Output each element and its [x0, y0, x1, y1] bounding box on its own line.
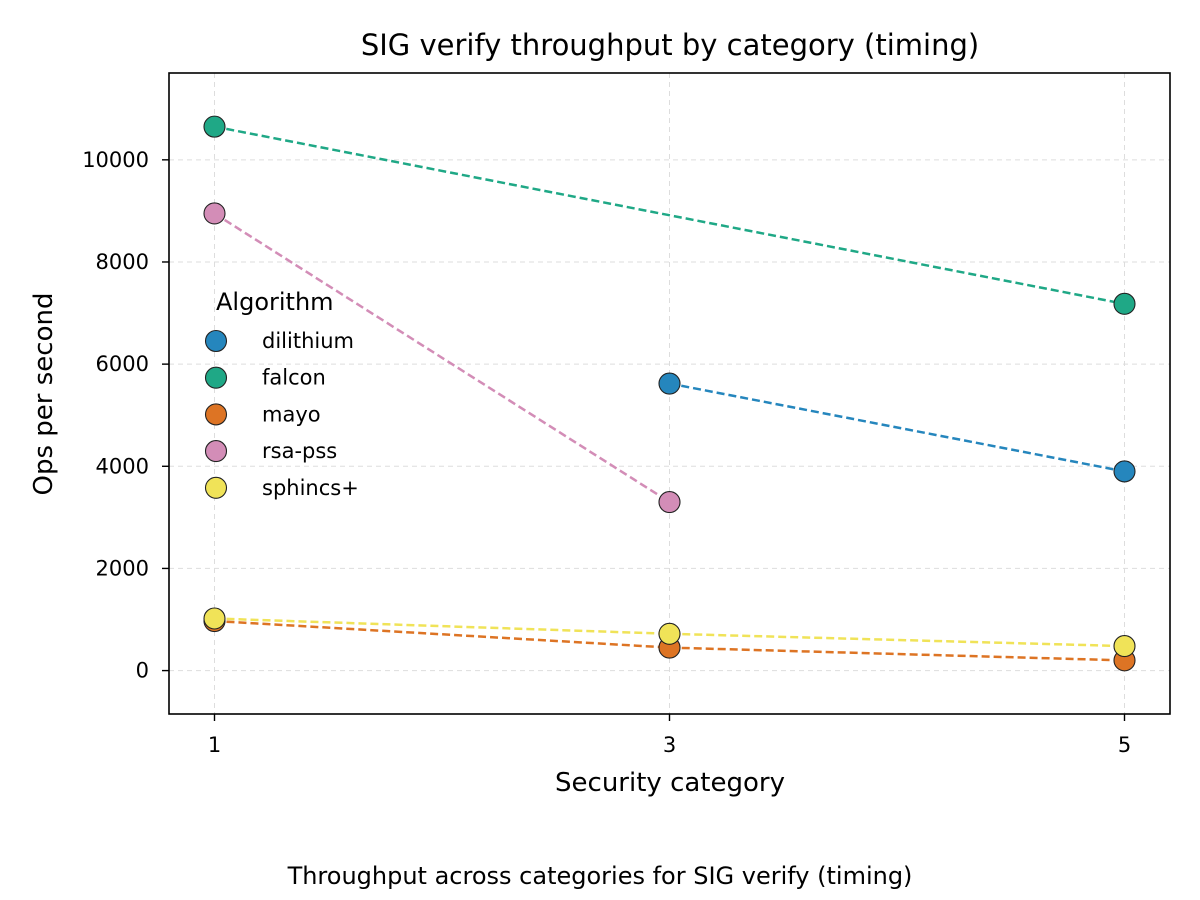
grid [169, 73, 1170, 714]
legend-marker [204, 440, 228, 463]
data-point [658, 490, 681, 514]
legend: Algorithm dilithium falcon mayo rsa-pss sphi… [204, 288, 359, 500]
legend-label: falcon [262, 366, 326, 390]
legend-label: mayo [262, 402, 321, 426]
y-tick-label: 8000 [96, 250, 149, 274]
axes: 1 3 5 0 2000 4000 6000 8000 10000 [82, 148, 1131, 757]
figure-caption: Throughput across categories for SIG ver… [287, 862, 913, 890]
series-layer [203, 115, 1136, 672]
series-falcon [203, 115, 1136, 315]
series-line [213, 212, 671, 504]
legend-item: mayo [204, 402, 321, 426]
x-tick-label: 3 [663, 733, 676, 757]
legend-item: rsa-pss [204, 439, 337, 463]
series-line [214, 125, 1125, 306]
series-line [214, 617, 1125, 648]
data-point [658, 622, 681, 645]
legend-item: falcon [204, 366, 326, 390]
legend-marker [204, 366, 228, 389]
x-tick-label: 5 [1118, 733, 1131, 757]
legend-marker [204, 329, 228, 353]
data-point [1113, 460, 1136, 483]
data-point [1113, 292, 1136, 315]
legend-marker [204, 403, 228, 426]
data-point [203, 115, 226, 138]
data-point [1113, 635, 1136, 658]
series-line [214, 619, 1125, 662]
data-point [658, 372, 681, 395]
data-point [203, 607, 226, 630]
legend-marker [204, 476, 228, 499]
x-tick-label: 1 [208, 733, 221, 757]
y-tick-label: 4000 [96, 454, 149, 478]
legend-label: dilithium [262, 329, 354, 353]
series-rsa-pss [203, 202, 681, 514]
y-tick-label: 0 [136, 659, 149, 683]
legend-item: dilithium [204, 329, 354, 353]
legend-item: sphincs+ [204, 476, 359, 500]
y-axis-label: Ops per second [29, 293, 59, 496]
series-line [669, 382, 1125, 473]
x-axis-label: Security category [555, 768, 785, 798]
chart-title: SIG verify throughput by category (timin… [361, 28, 979, 62]
legend-items: dilithium falcon mayo rsa-pss sphincs+ [204, 329, 359, 500]
y-tick-label: 2000 [96, 556, 149, 580]
legend-title: Algorithm [216, 288, 334, 316]
legend-label: rsa-pss [262, 439, 337, 463]
y-tick-label: 10000 [82, 148, 149, 172]
y-tick-label: 6000 [96, 352, 149, 376]
series-sphincs+ [203, 607, 1136, 658]
series-dilithium [658, 372, 1136, 483]
legend-label: sphincs+ [262, 476, 359, 500]
data-point [203, 202, 226, 225]
